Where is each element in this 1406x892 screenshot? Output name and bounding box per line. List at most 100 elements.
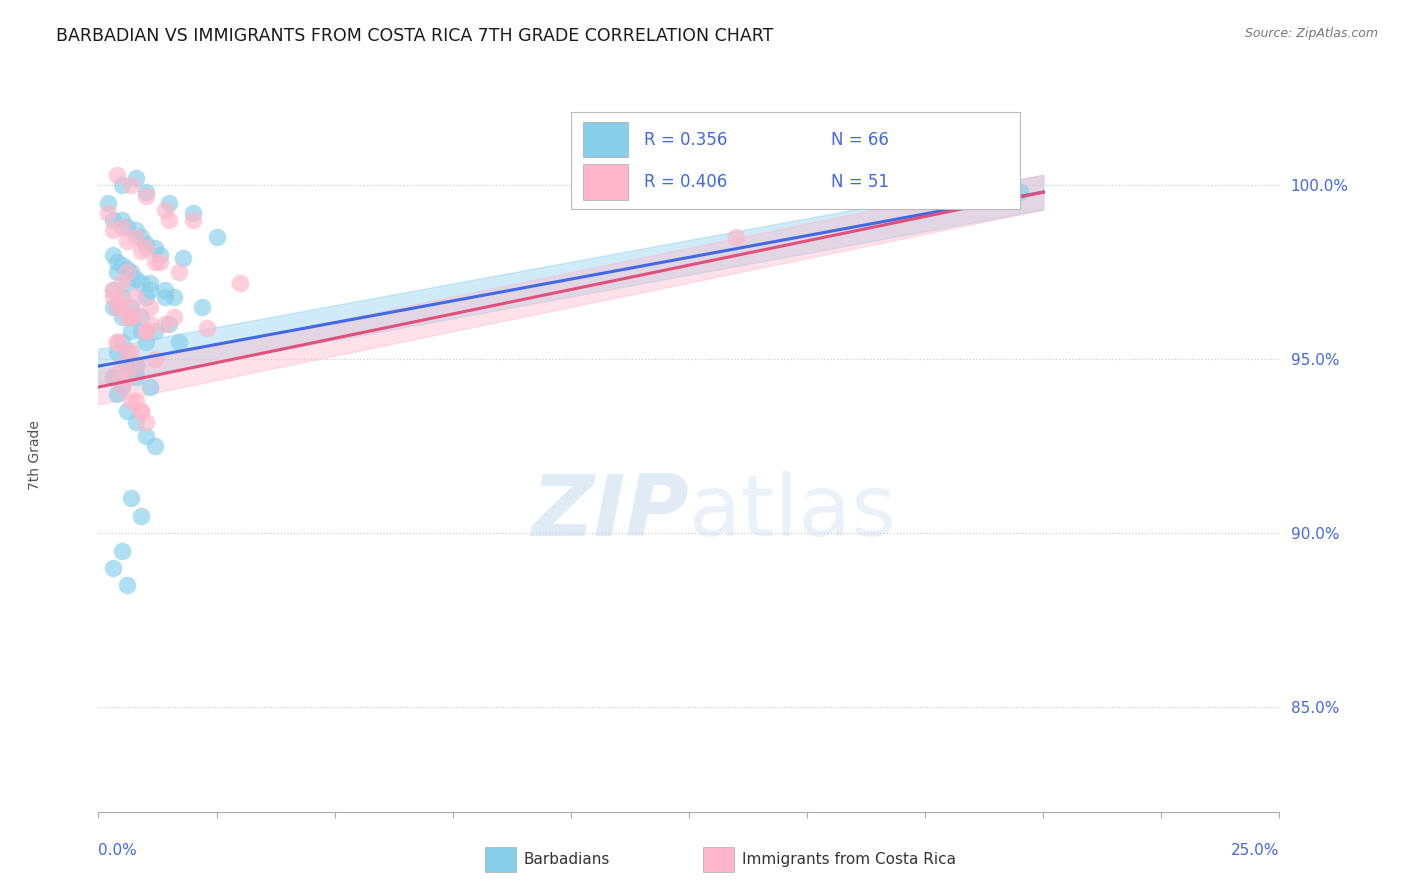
Point bbox=[105, 300, 128, 314]
Point bbox=[105, 334, 128, 349]
FancyBboxPatch shape bbox=[582, 121, 627, 157]
Point bbox=[163, 289, 186, 303]
Point bbox=[121, 310, 143, 325]
Point bbox=[111, 276, 134, 290]
Point bbox=[135, 241, 157, 255]
Point bbox=[111, 543, 134, 558]
Point bbox=[115, 234, 138, 248]
Point bbox=[157, 318, 180, 332]
Point bbox=[101, 223, 124, 237]
Point bbox=[115, 578, 138, 592]
Point bbox=[101, 300, 124, 314]
Point bbox=[111, 258, 134, 272]
Point bbox=[153, 289, 176, 303]
Point bbox=[143, 352, 166, 367]
Point bbox=[125, 272, 148, 286]
Point bbox=[115, 219, 138, 234]
Point bbox=[111, 219, 134, 234]
Point bbox=[205, 230, 228, 244]
Point bbox=[129, 508, 152, 523]
Point bbox=[121, 491, 143, 506]
Point bbox=[105, 168, 128, 182]
Point bbox=[121, 265, 143, 279]
Point bbox=[157, 213, 180, 227]
Point bbox=[163, 310, 186, 325]
Text: ZIP: ZIP bbox=[531, 470, 689, 554]
Point bbox=[97, 195, 120, 210]
Point bbox=[121, 310, 143, 325]
Point bbox=[143, 439, 166, 453]
Point bbox=[105, 265, 128, 279]
Point bbox=[125, 171, 148, 186]
Point bbox=[125, 289, 148, 303]
Point bbox=[101, 283, 124, 297]
Point bbox=[115, 261, 138, 276]
Point bbox=[125, 394, 148, 409]
Point bbox=[101, 283, 124, 297]
Point bbox=[115, 345, 138, 359]
Point bbox=[101, 213, 124, 227]
Point bbox=[125, 369, 148, 384]
Point bbox=[181, 213, 204, 227]
Point bbox=[125, 307, 148, 321]
Text: 25.0%: 25.0% bbox=[1232, 843, 1279, 858]
Point bbox=[191, 300, 214, 314]
Point bbox=[153, 283, 176, 297]
Point bbox=[111, 289, 134, 303]
Point bbox=[135, 289, 157, 303]
Point bbox=[135, 324, 157, 338]
FancyBboxPatch shape bbox=[582, 164, 627, 200]
Point bbox=[135, 334, 157, 349]
Point bbox=[153, 202, 176, 217]
Text: 7th Grade: 7th Grade bbox=[28, 420, 42, 490]
Point bbox=[139, 283, 162, 297]
Point bbox=[115, 276, 138, 290]
Point bbox=[105, 345, 128, 359]
Point bbox=[115, 404, 138, 418]
Point bbox=[129, 244, 152, 259]
Point bbox=[105, 254, 128, 268]
Point bbox=[129, 276, 152, 290]
Point bbox=[105, 300, 128, 314]
Point bbox=[111, 334, 134, 349]
Point bbox=[135, 324, 157, 338]
Point bbox=[105, 334, 128, 349]
Point bbox=[121, 394, 143, 409]
Text: Barbadians: Barbadians bbox=[523, 853, 609, 867]
Point bbox=[181, 206, 204, 220]
Point bbox=[115, 369, 138, 384]
Point bbox=[157, 195, 180, 210]
Point bbox=[135, 429, 157, 443]
Point bbox=[111, 380, 134, 394]
Point bbox=[143, 241, 166, 255]
Text: N = 66: N = 66 bbox=[831, 130, 889, 148]
Point bbox=[121, 178, 143, 193]
Point bbox=[111, 300, 134, 314]
Text: Immigrants from Costa Rica: Immigrants from Costa Rica bbox=[742, 853, 956, 867]
Point bbox=[172, 252, 194, 266]
Point bbox=[125, 230, 148, 244]
Point bbox=[129, 230, 152, 244]
Text: R = 0.356: R = 0.356 bbox=[644, 130, 727, 148]
Point bbox=[135, 415, 157, 429]
Point bbox=[139, 300, 162, 314]
Point bbox=[139, 318, 162, 332]
Point bbox=[725, 230, 748, 244]
Point bbox=[125, 415, 148, 429]
Point bbox=[101, 561, 124, 575]
Point bbox=[125, 223, 148, 237]
Point bbox=[139, 380, 162, 394]
Point bbox=[111, 293, 134, 307]
Point bbox=[115, 359, 138, 373]
Point bbox=[129, 404, 152, 418]
Point bbox=[105, 387, 128, 401]
Text: Source: ZipAtlas.com: Source: ZipAtlas.com bbox=[1244, 27, 1378, 40]
Point bbox=[139, 276, 162, 290]
Point bbox=[115, 265, 138, 279]
Text: 0.0%: 0.0% bbox=[98, 843, 138, 858]
Point bbox=[125, 359, 148, 373]
Point bbox=[229, 276, 252, 290]
Point bbox=[149, 248, 172, 262]
Text: BARBADIAN VS IMMIGRANTS FROM COSTA RICA 7TH GRADE CORRELATION CHART: BARBADIAN VS IMMIGRANTS FROM COSTA RICA … bbox=[56, 27, 773, 45]
Point bbox=[167, 265, 190, 279]
